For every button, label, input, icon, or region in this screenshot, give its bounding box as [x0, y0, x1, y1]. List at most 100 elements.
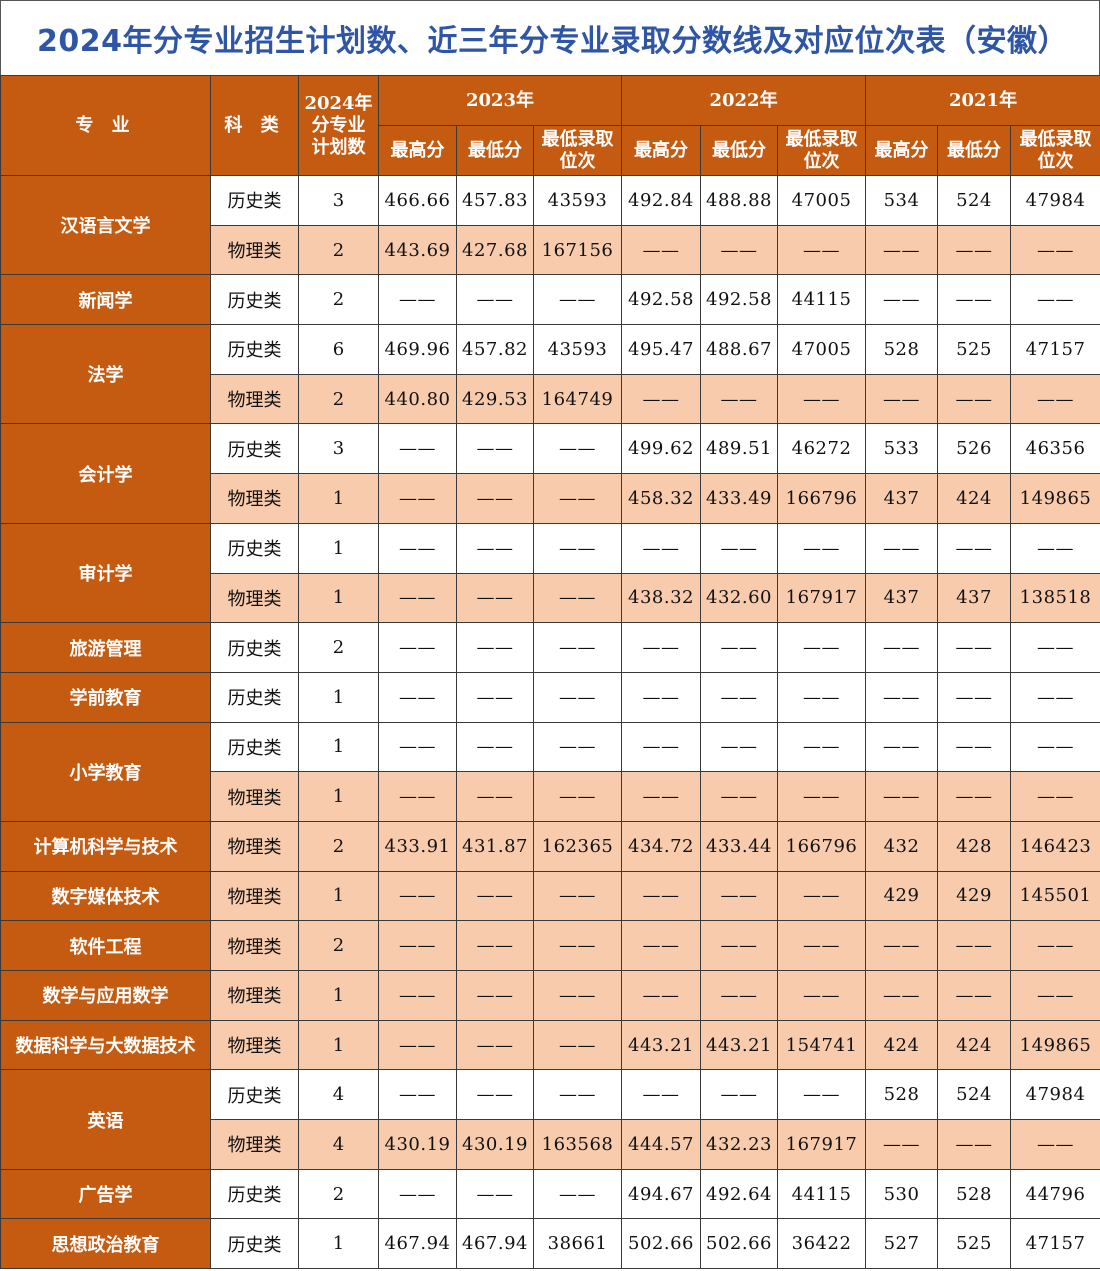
score-cell: 433.44 [700, 820, 779, 872]
score-cell: 162365 [532, 820, 623, 872]
score-cell: —— [378, 1069, 457, 1121]
score-cell: —— [621, 522, 702, 574]
plan-count: 1 [298, 771, 379, 822]
score-cell: —— [456, 671, 534, 723]
score-cell: —— [937, 224, 1012, 276]
score-cell: —— [456, 423, 534, 475]
score-cell: 489.51 [700, 423, 779, 475]
score-cell: 138518 [1010, 572, 1100, 624]
header-row: 专 业科 类 2024年 分专业 计划数 2023年 2022年 2021年 [0, 75, 1100, 176]
title-box: 2024年分专业招生计划数、近三年分专业录取分数线及对应位次表（安徽） [0, 0, 1100, 75]
major-name: 法学 [0, 324, 211, 425]
score-cell: 432 [865, 820, 939, 872]
score-cell: 166796 [777, 820, 867, 872]
score-cell: 429 [937, 870, 1012, 922]
plan-header-line: 计划数 [311, 136, 366, 158]
score-cell: —— [456, 473, 534, 524]
score-cell: —— [532, 970, 623, 1021]
score-cell: 149865 [1010, 1019, 1100, 1071]
score-cell: —— [700, 224, 779, 276]
score-cell: 492.64 [700, 1168, 779, 1220]
score-cell: 458.32 [621, 473, 702, 524]
score-cell: —— [621, 970, 702, 1021]
data-row: 小学教育 历史类 1 —— —— —— —— —— —— —— —— —— [0, 721, 1100, 822]
sub-header: 最高分 [378, 125, 457, 176]
score-cell: 524 [937, 175, 1012, 226]
sub-header: 最低分 [937, 125, 1012, 176]
score-cell: —— [937, 1119, 1012, 1170]
score-cell: —— [700, 920, 779, 971]
score-cell: —— [1010, 224, 1100, 276]
data-row: 数学与应用数学 物理类 1 —— —— —— —— —— —— —— —— —— [0, 970, 1100, 1021]
major-name: 旅游管理 [0, 622, 211, 673]
score-cell: —— [456, 1168, 534, 1220]
sub-header: 最高分 [621, 125, 702, 176]
score-cell: 166796 [777, 473, 867, 524]
score-cell: 437 [937, 572, 1012, 624]
score-cell: 47157 [1010, 324, 1100, 375]
score-cell: 533 [865, 423, 939, 475]
score-cell: 38661 [532, 1218, 623, 1270]
score-cell: 424 [937, 1019, 1012, 1071]
data-row: 物理类 1 —— —— —— —— —— —— —— —— —— [1, 771, 1100, 822]
plan-count: 1 [298, 721, 379, 773]
data-row: 物理类 2 443.69 427.68 167156 —— —— —— —— —— —— [1, 224, 1100, 276]
major-name: 数学与应用数学 [0, 970, 211, 1021]
score-cell: —— [621, 671, 702, 723]
major-name: 思想政治教育 [0, 1218, 211, 1270]
data-row: 广告学 历史类 2 —— —— —— 494.67 492.64 44115 530 528 4479… [0, 1168, 1100, 1220]
score-cell: —— [378, 771, 457, 822]
subject-type: 历史类 [210, 1069, 299, 1121]
score-cell: —— [532, 423, 623, 475]
type-header: 科 类 [210, 75, 299, 176]
score-cell: 164749 [532, 373, 623, 425]
sub-header: 最低录取位次 [1010, 125, 1100, 176]
score-cell: —— [532, 522, 623, 574]
score-cell: 443.21 [621, 1019, 702, 1071]
score-cell: 502.66 [621, 1218, 702, 1270]
plan-count: 6 [298, 324, 379, 375]
plan-count: 2 [298, 224, 379, 276]
score-cell: 488.88 [700, 175, 779, 226]
score-cell: 499.62 [621, 423, 702, 475]
score-cell: —— [937, 373, 1012, 425]
score-cell: —— [532, 473, 623, 524]
score-cell: —— [865, 1119, 939, 1170]
score-cell: —— [1010, 373, 1100, 425]
major-name: 英语 [0, 1069, 211, 1170]
subject-type: 历史类 [210, 522, 299, 574]
score-cell: —— [865, 671, 939, 723]
score-cell: —— [700, 373, 779, 425]
score-cell: —— [777, 522, 867, 574]
score-cell: —— [621, 920, 702, 971]
score-cell: 492.58 [621, 274, 702, 326]
subject-type: 物理类 [210, 870, 299, 922]
score-cell: —— [700, 721, 779, 773]
major-name: 计算机科学与技术 [0, 820, 211, 872]
sub-header: 最低录取位次 [777, 125, 867, 176]
score-cell: 43593 [532, 175, 623, 226]
subject-type: 历史类 [210, 622, 299, 673]
score-cell: —— [456, 1019, 534, 1071]
score-cell: 534 [865, 175, 939, 226]
score-cell: —— [1010, 771, 1100, 822]
score-cell: —— [777, 721, 867, 773]
score-cell: —— [456, 721, 534, 773]
score-cell: —— [937, 671, 1012, 723]
sub-header: 最低分 [700, 125, 779, 176]
score-cell: 488.67 [700, 324, 779, 375]
major-name: 会计学 [0, 423, 211, 524]
score-cell: 457.82 [456, 324, 534, 375]
score-cell: 430.19 [456, 1119, 534, 1170]
score-cell: —— [532, 870, 623, 922]
year-header: 2023年 [377, 75, 623, 126]
score-cell: —— [621, 721, 702, 773]
score-cell: 434.72 [621, 820, 702, 872]
score-cell: 440.80 [378, 373, 457, 425]
score-cell: —— [456, 920, 534, 971]
score-cell: —— [700, 522, 779, 574]
score-cell: 530 [865, 1168, 939, 1220]
score-cell: 47157 [1010, 1218, 1100, 1270]
score-cell: 528 [937, 1168, 1012, 1220]
score-cell: 424 [937, 473, 1012, 524]
